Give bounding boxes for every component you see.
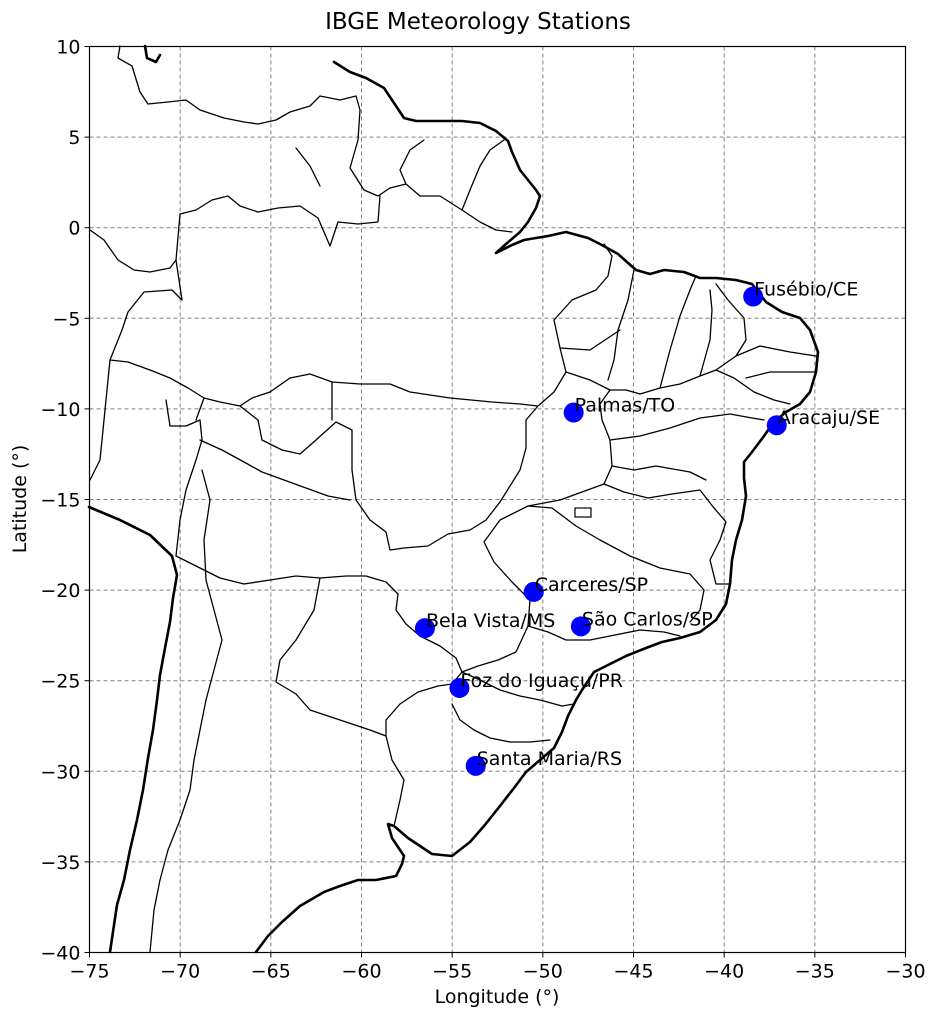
x-tick-label: −75 — [69, 961, 109, 983]
x-tick-label: −40 — [704, 961, 744, 983]
gridlines — [89, 46, 906, 953]
borders-northeast — [603, 269, 817, 585]
station-label: Palmas/TO — [575, 395, 676, 417]
x-tick-label: −60 — [341, 961, 381, 983]
station-label: Aracaju/SE — [778, 407, 880, 429]
y-axis-title: Latitude (°) — [9, 445, 31, 554]
basemap — [87, 44, 820, 954]
y-tick-label: −10 — [40, 399, 80, 421]
station-marker — [570, 616, 591, 637]
station-label: Bela Vista/MS — [426, 610, 555, 632]
station-marker — [449, 677, 470, 698]
borders-north — [117, 45, 513, 233]
borders-amazon — [109, 195, 539, 407]
pacific-coastline — [87, 505, 179, 954]
station-label: Foz do Iguaçu/PR — [460, 670, 623, 692]
chart-title: IBGE Meteorology Stations — [325, 9, 631, 35]
y-tick-label: −35 — [40, 852, 80, 874]
station-label: Santa Maria/RS — [477, 748, 622, 770]
borders-misc — [89, 139, 621, 391]
x-tick-label: −45 — [613, 961, 653, 983]
x-tick-label: −30 — [885, 961, 925, 983]
borders-southwest — [89, 359, 351, 953]
y-tick-label: −5 — [52, 308, 80, 330]
y-tick-label: 10 — [56, 37, 80, 59]
borders-southeast — [385, 505, 705, 827]
station-label: Carceres/SP — [535, 574, 648, 596]
station-marker — [743, 286, 764, 307]
lake-marker — [574, 507, 592, 518]
y-tick-label: −25 — [40, 671, 80, 693]
x-tick-label: −55 — [432, 961, 472, 983]
borders-central-west — [165, 243, 613, 557]
y-tick-label: 0 — [68, 218, 80, 240]
x-tick-label: −70 — [160, 961, 200, 983]
x-tick-label: −35 — [795, 961, 835, 983]
station-labels: Fusébio/CE Palmas/TO Aracaju/SE Carceres/SP… — [426, 279, 880, 770]
x-ticks: −75 −70 −65 −60 −55 −50 −45 −40 −35 −30 — [69, 952, 926, 983]
x-axis-title: Longitude (°) — [435, 986, 560, 1008]
station-marker — [414, 618, 435, 639]
x-tick-label: −65 — [251, 961, 291, 983]
borders-mid — [175, 283, 747, 737]
y-tick-label: −20 — [40, 580, 80, 602]
station-marker — [766, 415, 787, 436]
y-tick-label: −15 — [40, 490, 80, 512]
station-markers — [414, 286, 787, 776]
y-ticks: −40 −35 −30 −25 −20 −15 −10 −5 0 5 10 — [40, 37, 90, 965]
station-marker — [523, 581, 544, 602]
station-label: São Carlos/SP — [582, 608, 713, 630]
station-marker — [465, 755, 486, 776]
x-tick-label: −50 — [523, 961, 563, 983]
station-label: Fusébio/CE — [754, 279, 858, 301]
y-tick-label: 5 — [68, 127, 80, 149]
y-tick-label: −40 — [40, 943, 80, 965]
y-tick-label: −30 — [40, 761, 80, 783]
station-marker — [563, 402, 584, 423]
